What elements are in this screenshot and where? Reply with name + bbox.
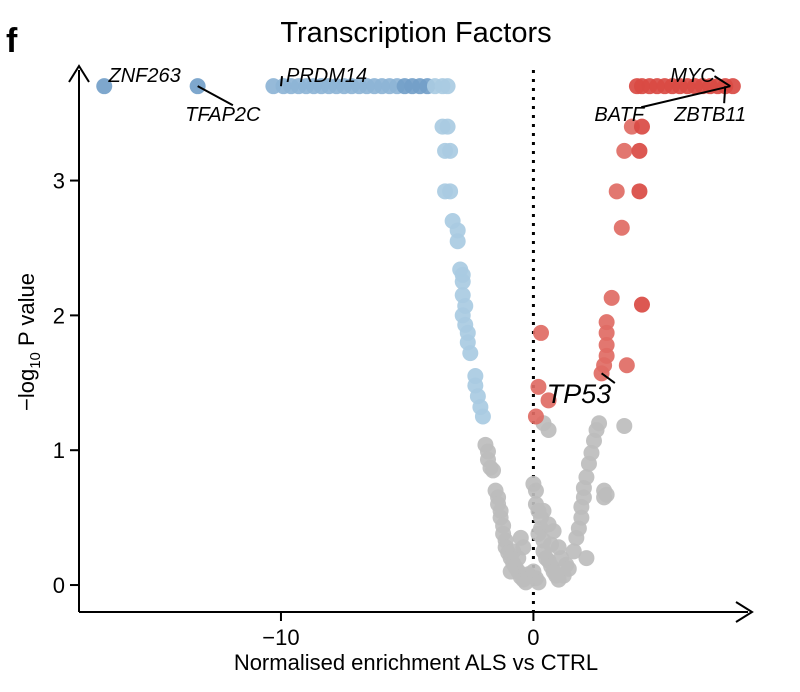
y-tick-label: 3 (53, 169, 65, 194)
up-point (616, 142, 633, 159)
up-point (631, 142, 648, 159)
y-tick-label: 0 (53, 573, 65, 598)
up-point (527, 408, 544, 425)
ns-point (485, 462, 502, 479)
chart-title: Transcription Factors (280, 17, 551, 49)
ns-point (560, 560, 577, 577)
y-axis-label-suffix: P value (14, 273, 39, 352)
up-point (603, 289, 620, 306)
down-point (449, 233, 466, 250)
down-point (454, 273, 471, 290)
ns-point (512, 529, 529, 546)
down-point (462, 345, 479, 362)
y-axis-label-subscript: 10 (27, 352, 44, 369)
x-ticks: −10 0 (262, 612, 540, 650)
up-point (530, 378, 547, 395)
data-points (96, 78, 741, 591)
up-point (618, 357, 635, 374)
ns-point (616, 417, 633, 434)
up-point (598, 324, 615, 341)
ns-point (527, 482, 544, 499)
y-axis-arrow (68, 64, 90, 83)
ns-point (591, 415, 608, 432)
ns-point (545, 523, 562, 540)
up-point (724, 78, 741, 95)
up-point (631, 183, 648, 200)
x-tick-label: 0 (527, 625, 539, 650)
ns-point (583, 444, 600, 461)
ns-point (502, 563, 519, 580)
y-ticks: 0 1 2 3 (53, 169, 79, 598)
gene-label-tfap2c: TFAP2C (185, 104, 261, 126)
x-axis-label: Normalised enrichment ALS vs CTRL (234, 650, 598, 675)
panel-letter: f (6, 22, 18, 60)
gene-label-znf263: ZNF263 (108, 65, 181, 87)
annotation-leader-line (723, 86, 727, 104)
annotation-leader-line (279, 76, 284, 87)
gene-label-zbtb11: ZBTB11 (673, 104, 746, 126)
ns-point (565, 543, 582, 560)
down-point (442, 142, 459, 159)
down-point (439, 78, 456, 95)
annotation-leader-line (600, 372, 616, 384)
up-point (540, 392, 557, 409)
annotation-leader-line (713, 75, 731, 88)
ns-point (540, 421, 557, 438)
x-tick-label: −10 (262, 625, 299, 650)
up-point (613, 219, 630, 236)
down-point (442, 183, 459, 200)
ns-point (578, 550, 595, 567)
annotation-leader-line (641, 85, 731, 109)
up-point (633, 296, 650, 313)
ns-point (578, 469, 595, 486)
down-point (474, 408, 491, 425)
y-tick-label: 2 (53, 303, 65, 328)
x-axis-arrow (735, 601, 754, 623)
gene-label-prdm14: PRDM14 (286, 65, 367, 87)
gene-label-batf: BATF (594, 104, 645, 126)
ns-point (530, 574, 547, 591)
down-point (439, 118, 456, 135)
up-point (532, 324, 549, 341)
up-point (633, 118, 650, 135)
annotation-leader-line (197, 85, 234, 107)
y-axis-label: −log10 P value (14, 273, 44, 411)
down-point (96, 78, 113, 95)
gene-label-tp53: TP53 (547, 379, 612, 409)
gene-label-myc: MYC (670, 65, 715, 87)
ns-point (598, 486, 615, 503)
axes (68, 64, 754, 623)
up-point (608, 183, 625, 200)
y-tick-label: 1 (53, 438, 65, 463)
y-axis-label-prefix: −log (14, 369, 39, 411)
ns-point (535, 502, 552, 519)
